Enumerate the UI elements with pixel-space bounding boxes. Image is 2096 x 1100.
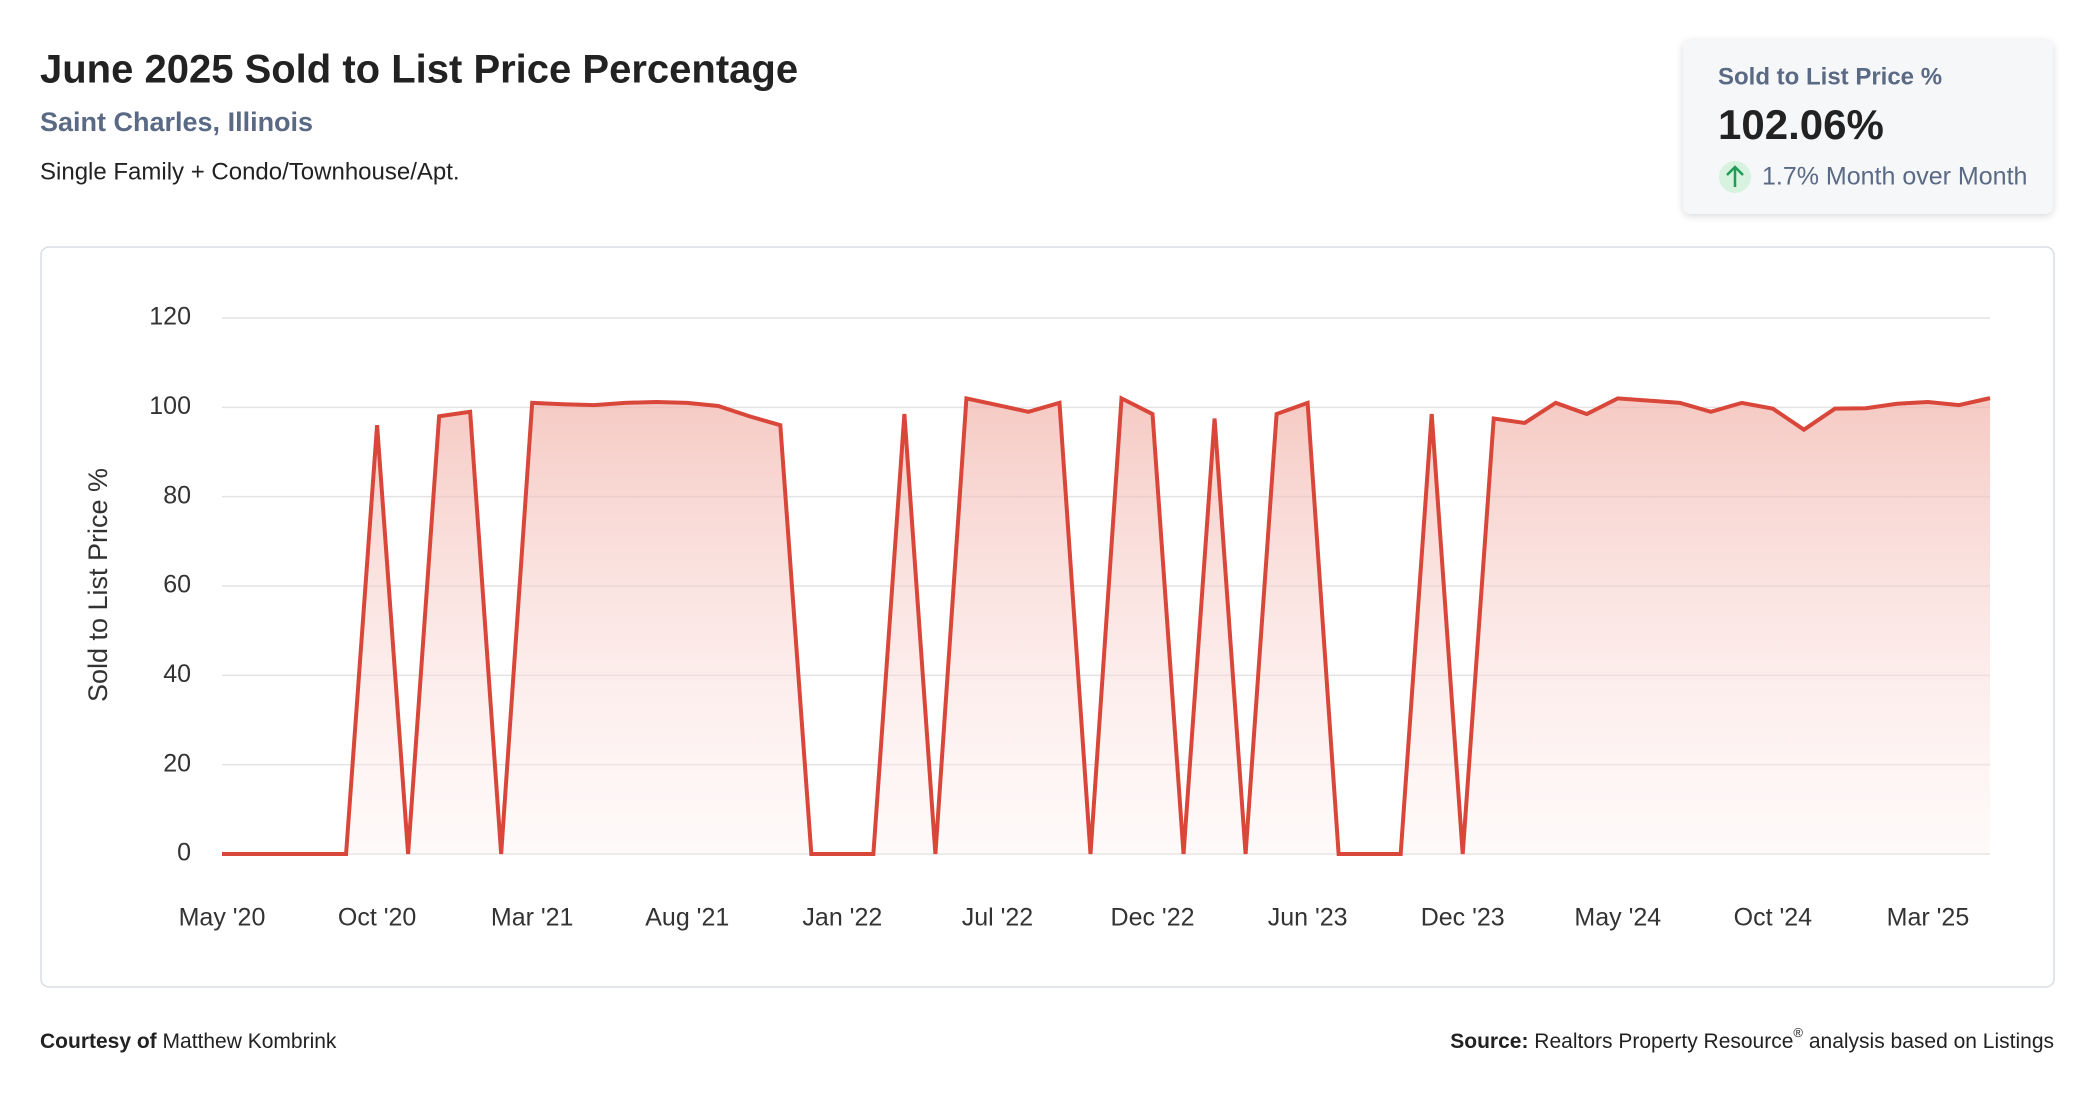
x-tick-label: Jun '23 (1268, 904, 1348, 932)
source-name: Realtors Property Resource (1534, 1030, 1793, 1053)
area-fill (222, 398, 1990, 854)
footer-courtesy: Courtesy of Matthew Kombrink (40, 1030, 337, 1053)
kpi-value: 102.06% (1718, 101, 1884, 148)
kpi-label: Sold to List Price % (1718, 63, 1942, 90)
y-tick-label: 120 (149, 303, 191, 331)
courtesy-label: Courtesy of (40, 1030, 158, 1053)
x-tick-label: Oct '24 (1734, 904, 1813, 932)
x-tick-label: Jul '22 (962, 904, 1033, 932)
property-types: Single Family + Condo/Townhouse/Apt. (40, 158, 460, 185)
x-tick-label: Mar '21 (491, 904, 574, 932)
footer-source: Source: Realtors Property Resource® anal… (1450, 1022, 2054, 1053)
title: June 2025 Sold to List Price Percentage (40, 48, 798, 92)
y-tick-label: 100 (149, 392, 191, 420)
y-tick-label: 20 (163, 749, 191, 777)
y-tick-label: 60 (163, 571, 191, 599)
x-tick-label: Mar '25 (1887, 904, 1970, 932)
x-tick-label: Oct '20 (338, 904, 416, 932)
x-tick-label: Dec '22 (1111, 904, 1195, 932)
x-tick-label: May '24 (1574, 904, 1661, 932)
x-tick-label: Jan '22 (802, 904, 882, 932)
courtesy-name: Matthew Kombrink (163, 1030, 337, 1053)
source-label: Source: (1450, 1030, 1528, 1053)
y-tick-label: 40 (163, 660, 191, 688)
kpi-change: 1.7% Month over Month (1762, 163, 2027, 191)
up-arrow (1726, 165, 1744, 187)
x-tick-label: Dec '23 (1421, 904, 1505, 932)
location: Saint Charles, Illinois (40, 107, 313, 137)
kpi-card (1683, 40, 2053, 214)
y-axis-label: Sold to List Price % (83, 468, 113, 702)
line (222, 395, 1991, 856)
source-rest: analysis based on Listings (1809, 1030, 2054, 1053)
source-mark: ® (1793, 1025, 1803, 1040)
x-tick-label: May '20 (179, 904, 266, 932)
x-tick-label: Aug '21 (645, 904, 729, 932)
y-tick-label: 0 (177, 839, 191, 867)
y-tick-label: 80 (163, 481, 191, 509)
